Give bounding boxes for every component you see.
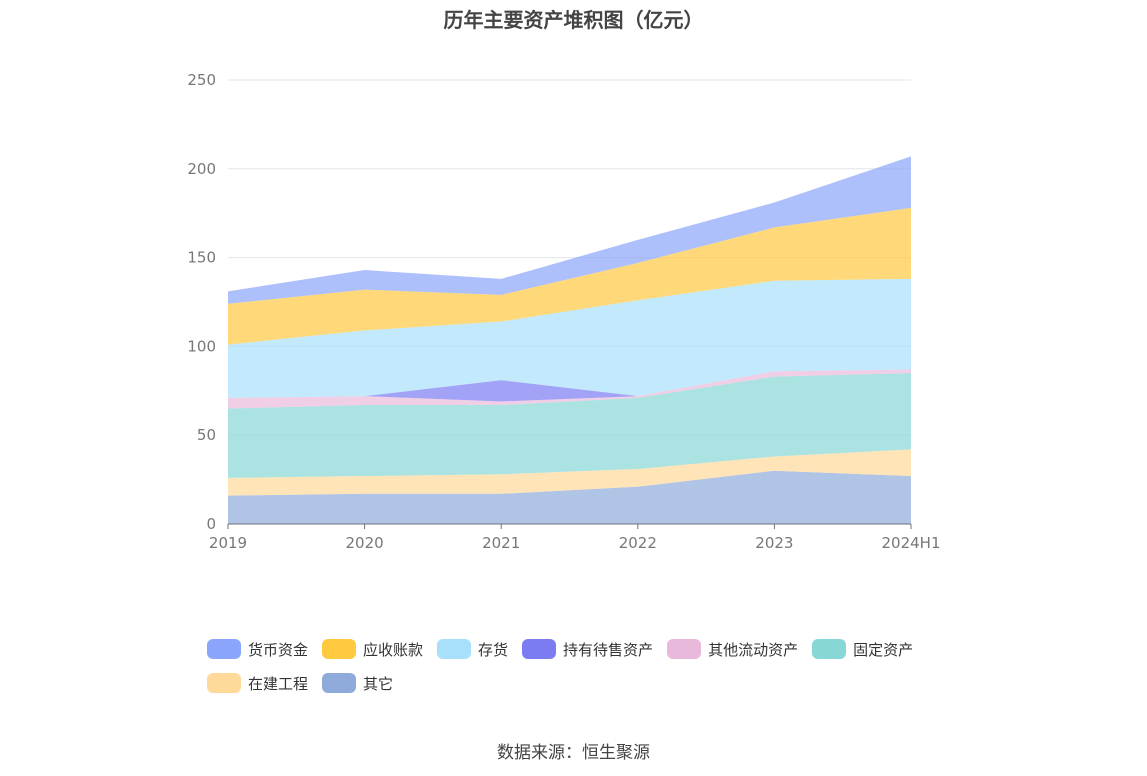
- legend-label: 应收账款: [363, 640, 424, 659]
- data-source: 数据来源：恒生聚源: [497, 743, 650, 763]
- y-tick-label: 200: [187, 160, 216, 178]
- legend-swatch: [207, 639, 241, 659]
- legend-swatch: [207, 673, 241, 693]
- legend-item[interactable]: 其他流动资产: [667, 638, 798, 660]
- area-series: [228, 156, 911, 304]
- legend-label: 其它: [363, 674, 394, 693]
- area-series: [228, 449, 911, 496]
- x-tick-label: 2022: [619, 534, 657, 552]
- legend-swatch: [667, 639, 702, 659]
- legend-label: 固定资产: [853, 640, 914, 659]
- legend-label: 在建工程: [248, 674, 309, 693]
- legend-label: 持有待售资产: [563, 640, 654, 659]
- area-series: [228, 369, 911, 409]
- area-series: [228, 369, 911, 402]
- x-tick-label: 2021: [482, 534, 520, 552]
- legend-swatch: [322, 673, 357, 693]
- legend-item[interactable]: 固定资产: [812, 638, 913, 660]
- chart-title: 历年主要资产堆积图（亿元）: [443, 8, 704, 32]
- area-series: [228, 278, 911, 398]
- legend-swatch: [522, 639, 557, 659]
- legend-label: 其他流动资产: [708, 640, 799, 659]
- area-series: [228, 470, 911, 524]
- x-tick-label: 2019: [209, 534, 247, 552]
- y-tick-label: 250: [187, 71, 216, 89]
- y-tick-label: 0: [206, 515, 216, 533]
- area-series: [228, 207, 911, 345]
- legend-label: 货币资金: [248, 640, 309, 659]
- legend-item[interactable]: 存货: [437, 638, 508, 660]
- stacked-area-chart: 0 50 100 150 200 250 2019 2020 2021 2022 2023 2024H…: [187, 71, 941, 552]
- y-tick-label: 100: [187, 337, 216, 355]
- chart-legend: 货币资金 应收账款 存货 持有待售资产 其他流动资产 固定资产在建工程 其它: [207, 638, 967, 706]
- legend-item[interactable]: 货币资金: [207, 638, 308, 660]
- y-tick-label: 50: [197, 426, 216, 444]
- area-series: [228, 373, 911, 478]
- legend-item[interactable]: 持有待售资产: [522, 638, 653, 660]
- y-tick-label: 150: [187, 249, 216, 267]
- x-tick-label: 2024H1: [882, 534, 941, 552]
- legend-item[interactable]: 在建工程: [207, 672, 308, 694]
- x-tick-label: 2020: [346, 534, 384, 552]
- legend-swatch: [322, 639, 357, 659]
- legend-label: 存货: [478, 640, 509, 659]
- x-tick-label: 2023: [755, 534, 793, 552]
- legend-item[interactable]: 应收账款: [322, 638, 423, 660]
- legend-swatch: [437, 639, 472, 659]
- legend-item[interactable]: 其它: [322, 672, 393, 694]
- legend-swatch: [812, 639, 847, 659]
